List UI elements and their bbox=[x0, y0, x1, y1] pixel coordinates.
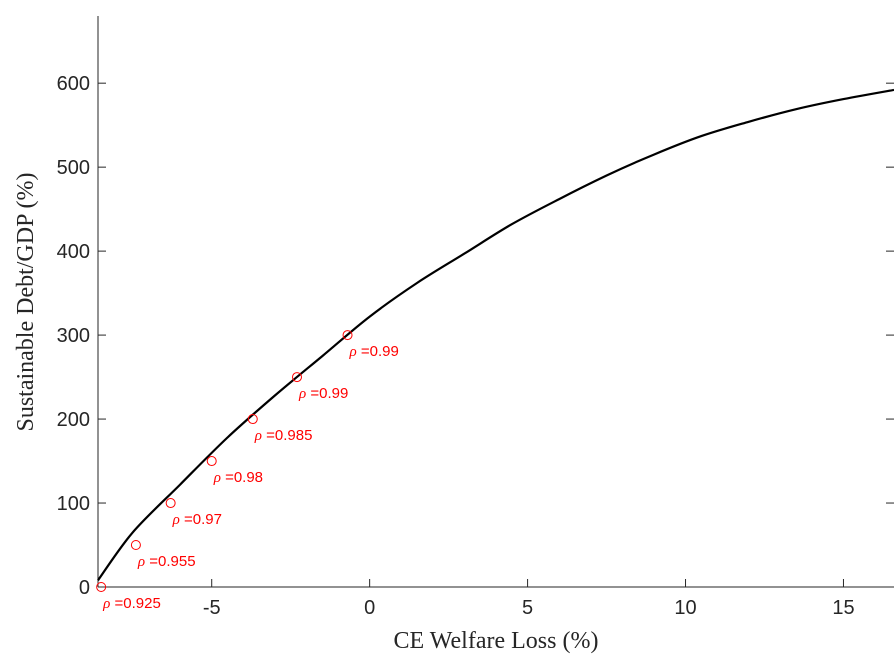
rho-symbol: ρ bbox=[172, 512, 180, 528]
x-tick-label: 0 bbox=[364, 597, 375, 619]
point-label: ρ =0.925 bbox=[102, 595, 161, 612]
point-label: ρ =0.98 bbox=[213, 469, 263, 486]
series-line bbox=[97, 88, 894, 581]
x-axis-label: CE Welfare Loss (%) bbox=[394, 628, 599, 654]
rho-value: =0.98 bbox=[221, 469, 263, 486]
x-tick-label: 15 bbox=[832, 597, 854, 619]
point-label: ρ =0.99 bbox=[298, 385, 348, 402]
scatter-point bbox=[342, 330, 353, 341]
y-axis-label: Sustainable Debt/GDP (%) bbox=[13, 172, 39, 431]
y-tick-label: 600 bbox=[57, 73, 90, 95]
rho-symbol: ρ bbox=[349, 344, 357, 360]
rho-symbol: ρ bbox=[102, 596, 110, 612]
x-tick-label: -5 bbox=[203, 597, 221, 619]
rho-value: =0.97 bbox=[180, 511, 222, 528]
point-label: ρ =0.955 bbox=[137, 553, 196, 570]
scatter-point bbox=[206, 456, 217, 467]
rho-symbol: ρ bbox=[254, 428, 262, 444]
y-tick-label: 500 bbox=[57, 157, 90, 179]
rho-value: =0.955 bbox=[145, 553, 195, 570]
y-tick-label: 100 bbox=[57, 493, 90, 515]
point-label: ρ =0.985 bbox=[254, 427, 313, 444]
plot-area bbox=[98, 16, 894, 587]
point-label: ρ =0.99 bbox=[349, 343, 399, 360]
rho-value: =0.99 bbox=[357, 343, 399, 360]
y-tick-label: 300 bbox=[57, 325, 90, 347]
scatter-point bbox=[130, 540, 141, 551]
rho-symbol: ρ bbox=[137, 554, 145, 570]
x-tick-label: 5 bbox=[522, 597, 533, 619]
rho-symbol: ρ bbox=[298, 386, 306, 402]
scatter-point bbox=[165, 498, 176, 509]
x-tick-label: 10 bbox=[674, 597, 696, 619]
scatter-point bbox=[247, 414, 258, 425]
scatter-point bbox=[96, 582, 107, 592]
y-tick-label: 200 bbox=[57, 409, 90, 431]
rho-value: =0.985 bbox=[262, 427, 312, 444]
rho-value: =0.99 bbox=[306, 385, 348, 402]
rho-symbol: ρ bbox=[213, 470, 221, 486]
point-label: ρ =0.97 bbox=[172, 511, 222, 528]
y-tick-label: 400 bbox=[57, 241, 90, 263]
y-tick-label: 0 bbox=[79, 577, 90, 599]
rho-value: =0.925 bbox=[110, 595, 160, 612]
scatter-point bbox=[292, 372, 302, 383]
